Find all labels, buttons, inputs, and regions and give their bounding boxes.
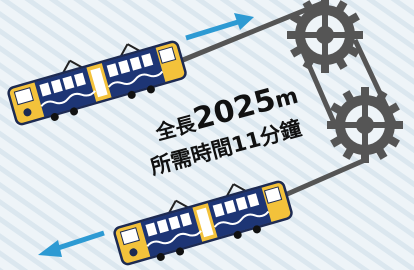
page: 全長2025m 所需時間11分鐘 (() => { const data = J… xyxy=(0,0,414,270)
illustration: 全長2025m 所需時間11分鐘 xyxy=(0,0,414,270)
